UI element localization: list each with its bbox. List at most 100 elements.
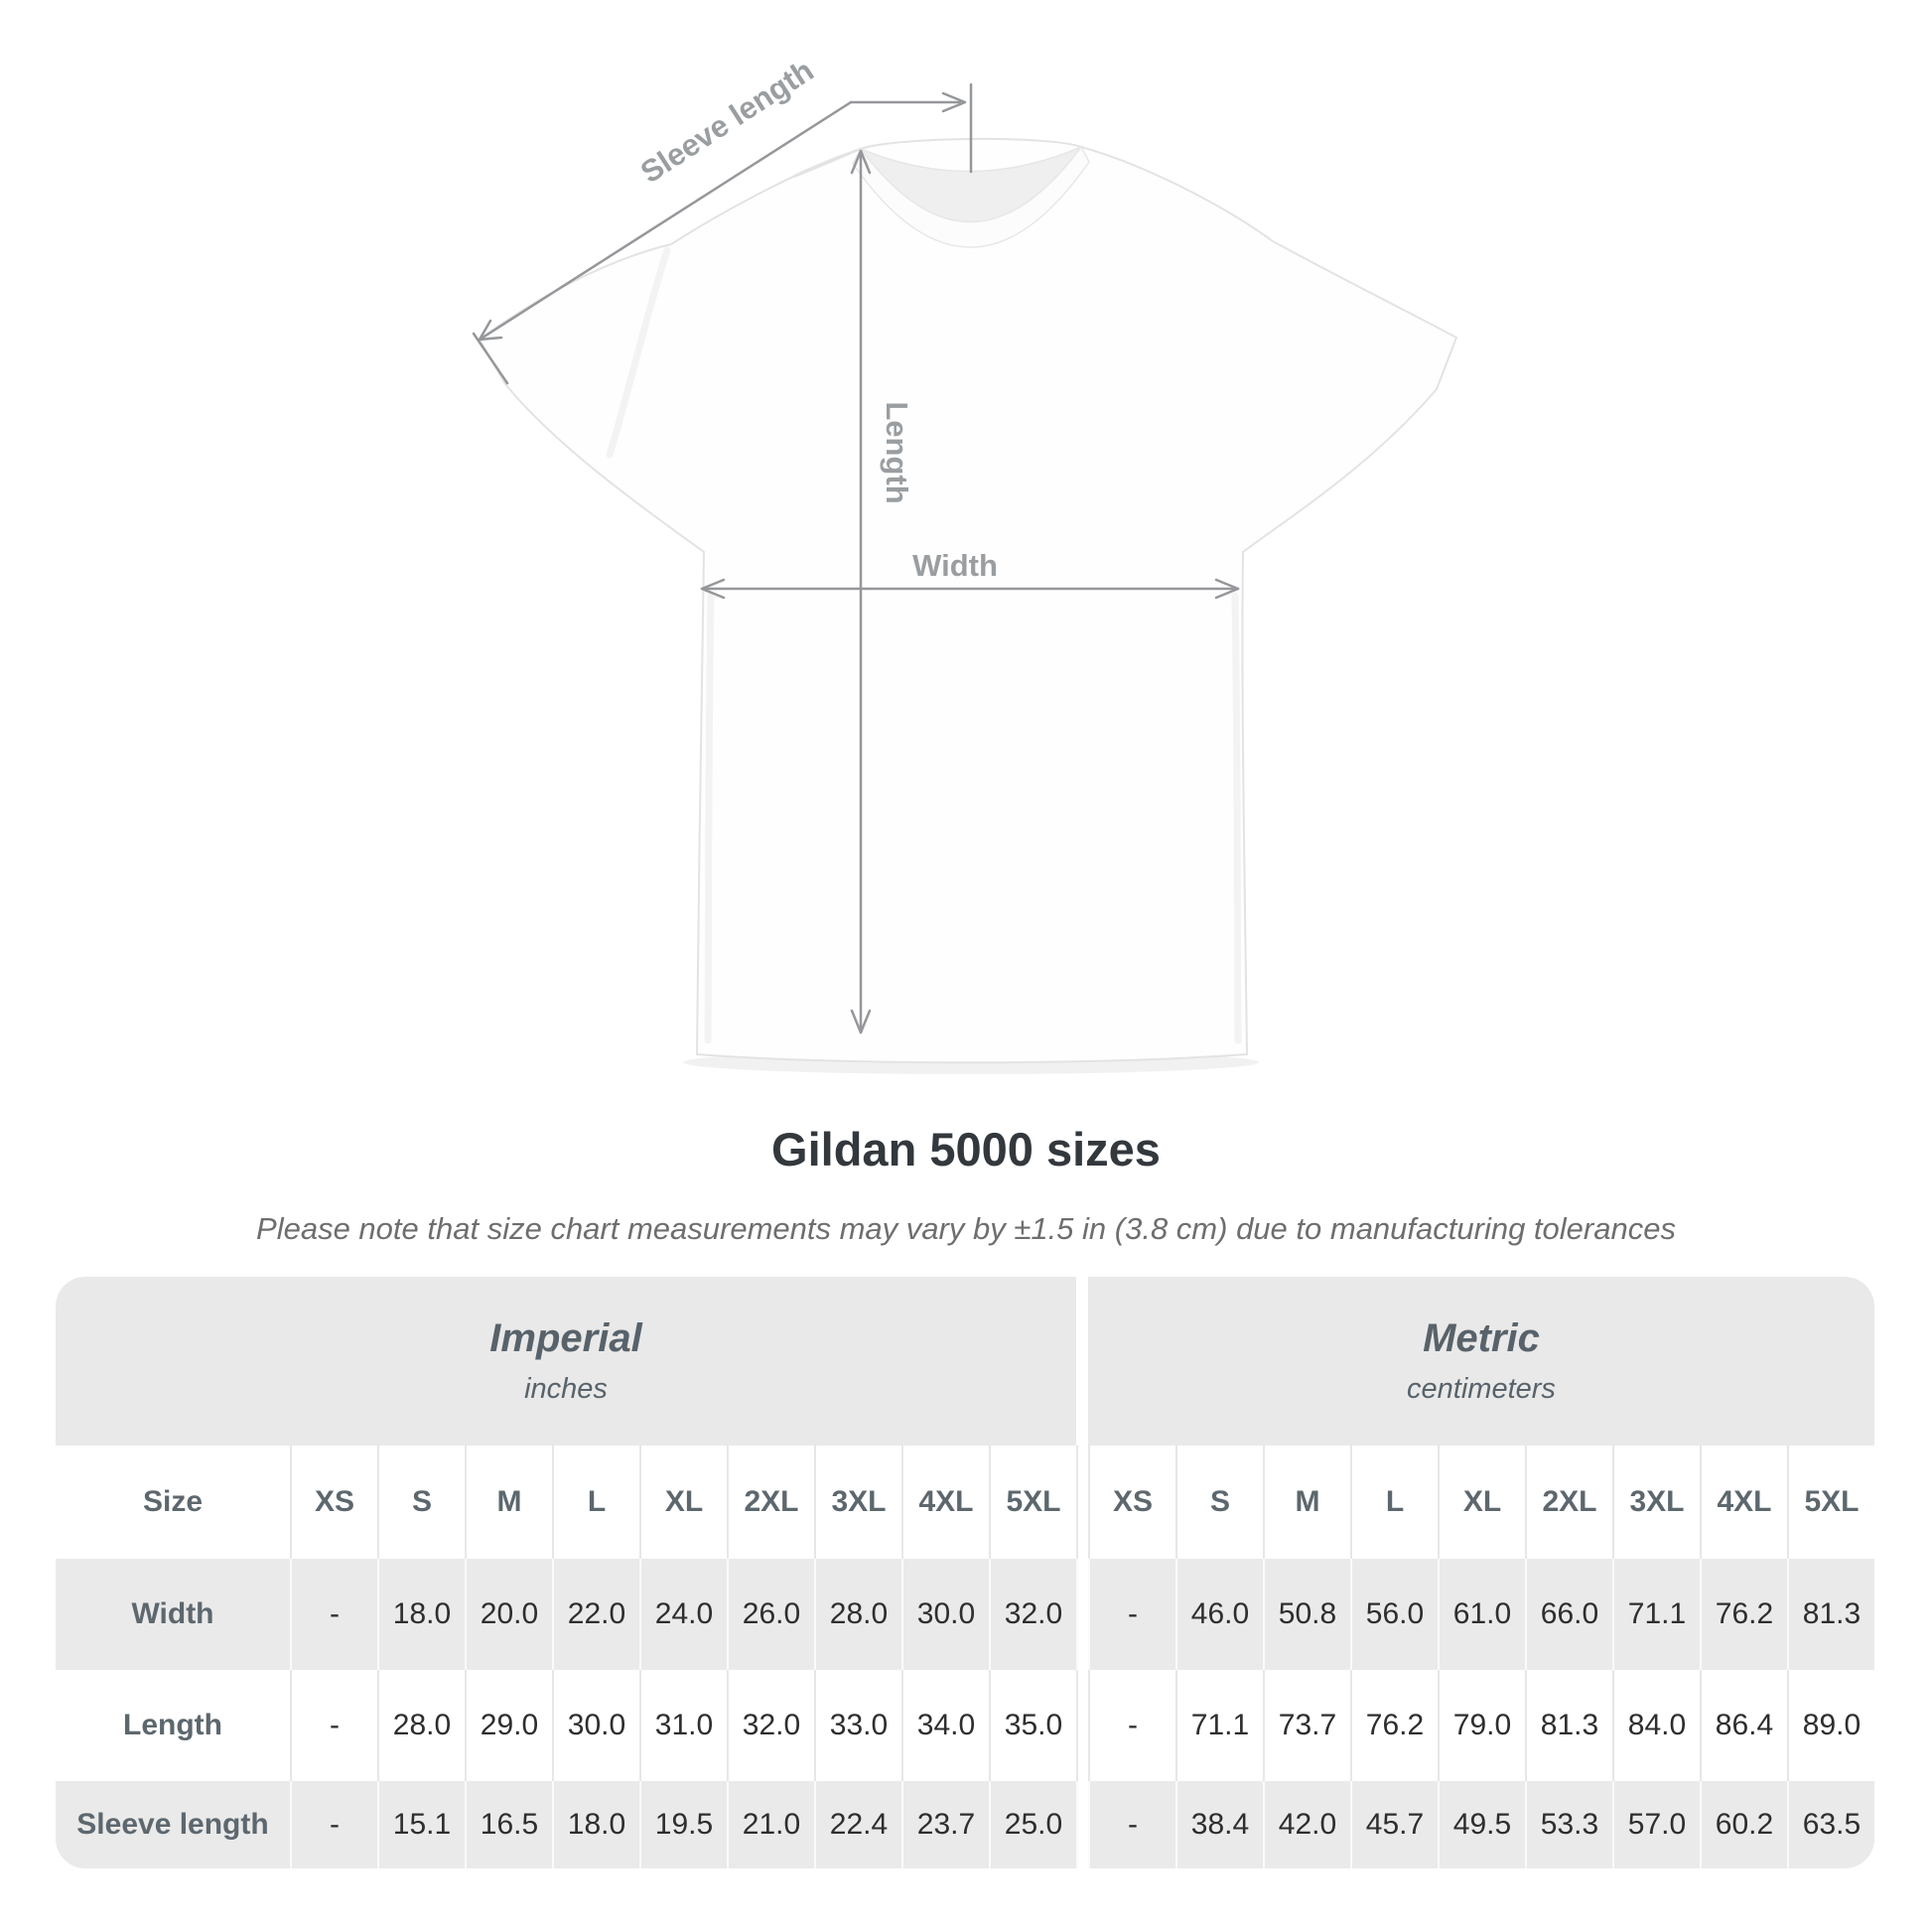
size-cell-imperial-4xl: 4XL <box>901 1446 989 1559</box>
collar-band <box>852 145 1090 248</box>
value-cell: 71.1 <box>1612 1559 1700 1670</box>
value-cell: 22.0 <box>552 1559 639 1670</box>
size-cell-imperial-xl: XL <box>639 1446 727 1559</box>
value-cell: 24.0 <box>639 1559 727 1670</box>
size-cell-metric-2xl: 2XL <box>1525 1446 1612 1559</box>
size-cell-imperial-xs: XS <box>290 1446 377 1559</box>
sleeve-fold-left <box>606 246 671 459</box>
value-cell: 33.0 <box>814 1670 901 1781</box>
value-cell: 57.0 <box>1612 1781 1700 1868</box>
size-column-header: Size <box>56 1446 290 1559</box>
tolerance-note: Please note that size chart measurements… <box>256 1211 1676 1246</box>
value-cell: 61.0 <box>1438 1559 1525 1670</box>
value-cell: 63.5 <box>1787 1781 1874 1868</box>
value-cell: 38.4 <box>1175 1781 1263 1868</box>
value-cell: 46.0 <box>1175 1559 1263 1670</box>
value-cell: - <box>1088 1670 1175 1781</box>
value-cell: 29.0 <box>465 1670 552 1781</box>
section-gap <box>1076 1670 1088 1781</box>
value-cell: 35.0 <box>989 1670 1076 1781</box>
value-cell: 49.5 <box>1438 1781 1525 1868</box>
value-cell: 89.0 <box>1787 1670 1874 1781</box>
value-cell: 30.0 <box>901 1559 989 1670</box>
size-cell-imperial-5xl: 5XL <box>989 1446 1076 1559</box>
value-cell: 76.2 <box>1700 1559 1787 1670</box>
value-cell: 32.0 <box>727 1670 814 1781</box>
sleeve-length-label: Sleeve length <box>634 53 820 190</box>
value-cell: - <box>290 1670 377 1781</box>
value-cell: 34.0 <box>901 1670 989 1781</box>
value-cell: 84.0 <box>1612 1670 1700 1781</box>
value-cell: 81.3 <box>1787 1559 1874 1670</box>
tshirt-outline <box>478 137 1458 1064</box>
sleeve-length-row-label: Sleeve length <box>56 1781 290 1868</box>
value-cell: 56.0 <box>1350 1559 1438 1670</box>
length-row-label: Length <box>56 1670 290 1781</box>
section-gap <box>1076 1277 1088 1446</box>
value-cell: 30.0 <box>552 1670 639 1781</box>
value-cell: 16.5 <box>465 1781 552 1868</box>
imperial-section-title: Imperial <box>489 1316 642 1360</box>
value-cell: 71.1 <box>1175 1670 1263 1781</box>
size-cell-imperial-m: M <box>465 1446 552 1559</box>
value-cell: 21.0 <box>727 1781 814 1868</box>
value-cell: 26.0 <box>727 1559 814 1670</box>
value-cell: 31.0 <box>639 1670 727 1781</box>
value-cell: 32.0 <box>989 1559 1076 1670</box>
value-cell: 50.8 <box>1263 1559 1350 1670</box>
value-cell: 23.7 <box>901 1781 989 1868</box>
value-cell: 76.2 <box>1350 1670 1438 1781</box>
torso-fold-right <box>1231 592 1242 1044</box>
value-cell: 42.0 <box>1263 1781 1350 1868</box>
length-dimension-line <box>850 149 872 1035</box>
value-cell: 73.7 <box>1263 1670 1350 1781</box>
value-cell: 19.5 <box>639 1781 727 1868</box>
width-row-label: Width <box>56 1559 290 1670</box>
size-cell-metric-m: M <box>1263 1446 1350 1559</box>
value-cell: 28.0 <box>377 1670 465 1781</box>
length-label: Length <box>880 401 914 503</box>
value-cell: 66.0 <box>1525 1559 1612 1670</box>
size-cell-metric-5xl: 5XL <box>1787 1446 1874 1559</box>
value-cell: 22.4 <box>814 1781 901 1868</box>
value-cell: 79.0 <box>1438 1670 1525 1781</box>
value-cell: 15.1 <box>377 1781 465 1868</box>
size-cell-metric-l: L <box>1350 1446 1438 1559</box>
size-cell-imperial-s: S <box>377 1446 465 1559</box>
value-cell: 81.3 <box>1525 1670 1612 1781</box>
metric-section-title: Metric <box>1423 1316 1540 1360</box>
section-gap <box>1076 1781 1088 1868</box>
value-cell: 18.0 <box>377 1559 465 1670</box>
imperial-section-header: Imperial inches <box>56 1277 1076 1446</box>
value-cell: 25.0 <box>989 1781 1076 1868</box>
size-cell-metric-3xl: 3XL <box>1612 1446 1700 1559</box>
tshirt-diagram: Sleeve length Length Width <box>472 53 1458 1074</box>
size-cell-metric-4xl: 4XL <box>1700 1446 1787 1559</box>
size-table: Imperial inches Metric centimeters Size … <box>56 1277 1874 1868</box>
value-cell: 60.2 <box>1700 1781 1787 1868</box>
section-gap <box>1076 1446 1088 1559</box>
value-cell: 45.7 <box>1350 1781 1438 1868</box>
width-label: Width <box>912 548 998 583</box>
size-cell-metric-xl: XL <box>1438 1446 1525 1559</box>
imperial-section-unit: inches <box>524 1373 608 1405</box>
value-cell: 18.0 <box>552 1781 639 1868</box>
value-cell: 53.3 <box>1525 1781 1612 1868</box>
width-dimension-line <box>700 578 1240 600</box>
metric-section-unit: centimeters <box>1407 1373 1556 1405</box>
value-cell: 20.0 <box>465 1559 552 1670</box>
section-gap <box>1076 1559 1088 1670</box>
value-cell: - <box>1088 1781 1175 1868</box>
metric-section-header: Metric centimeters <box>1088 1277 1874 1446</box>
value-cell: 86.4 <box>1700 1670 1787 1781</box>
value-cell: - <box>1088 1559 1175 1670</box>
value-cell: 28.0 <box>814 1559 901 1670</box>
page-title: Gildan 5000 sizes <box>771 1123 1161 1175</box>
size-cell-metric-s: S <box>1175 1446 1263 1559</box>
size-cell-imperial-2xl: 2XL <box>727 1446 814 1559</box>
value-cell: - <box>290 1559 377 1670</box>
size-cell-imperial-3xl: 3XL <box>814 1446 901 1559</box>
size-cell-imperial-l: L <box>552 1446 639 1559</box>
size-cell-metric-xs: XS <box>1088 1446 1175 1559</box>
